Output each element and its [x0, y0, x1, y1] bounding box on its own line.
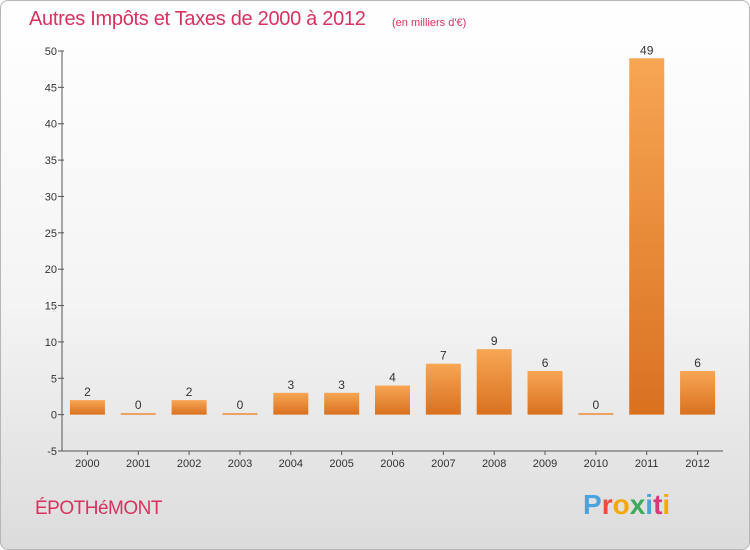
logo-letter: o [612, 489, 630, 520]
logo-letter: x [629, 489, 646, 520]
x-tick-label: 2001 [126, 458, 150, 470]
y-tick-label: 30 [45, 191, 57, 203]
commune-name: ÉPOTHéMONT [35, 498, 162, 519]
value-label: 3 [338, 378, 345, 392]
value-label: 6 [542, 356, 549, 370]
y-tick-label: 45 [45, 82, 57, 94]
bar-2000 [69, 400, 105, 415]
bar-2005 [324, 392, 360, 415]
value-label: 9 [491, 334, 498, 348]
y-tick-label: -5 [47, 446, 57, 458]
value-label: 0 [237, 398, 244, 412]
bar-2004 [273, 392, 309, 415]
x-tick-label: 2004 [279, 458, 303, 470]
y-tick-label: 15 [45, 301, 57, 313]
bar-2001 [120, 413, 156, 415]
x-tick-label: 2011 [635, 458, 659, 470]
bar-2008 [476, 349, 512, 415]
bar-2006 [375, 385, 410, 415]
value-label: 2 [186, 385, 193, 399]
y-tick-label: 20 [45, 264, 57, 276]
value-label: 0 [593, 398, 600, 412]
y-tick-label: 5 [51, 373, 57, 385]
value-label: 2 [84, 385, 91, 399]
y-tick-label: 40 [45, 119, 57, 131]
chart-title: Autres Impôts et Taxes de 2000 à 2012 [29, 8, 366, 30]
value-label: 6 [694, 356, 701, 370]
logo-letter: i [645, 489, 654, 520]
bar-2012 [680, 371, 716, 415]
logo-letter: r [601, 489, 613, 520]
bar-2003 [222, 413, 258, 415]
value-label: 3 [287, 378, 294, 392]
bar-2002 [171, 400, 207, 415]
y-tick-label: 50 [45, 46, 57, 58]
logo-letter: i [662, 489, 671, 520]
y-tick-label: 0 [51, 410, 57, 422]
proxiti-logo: Proxiti [583, 489, 670, 521]
x-tick-label: 2003 [228, 458, 252, 470]
x-tick-label: 2012 [685, 458, 709, 470]
x-tick-label: 2009 [533, 458, 557, 470]
value-label: 0 [135, 398, 142, 412]
logo-letter: t [653, 489, 663, 520]
x-tick-label: 2002 [177, 458, 201, 470]
value-label: 49 [640, 43, 654, 57]
value-label: 7 [440, 349, 447, 363]
y-tick-label: 25 [45, 228, 57, 240]
bar-2007 [425, 363, 461, 415]
x-tick-label: 2010 [584, 458, 608, 470]
x-tick-label: 2007 [431, 458, 455, 470]
y-tick-label: 10 [45, 337, 57, 349]
chart-subtitle: (en milliers d'€) [392, 17, 467, 29]
logo-letter: P [583, 489, 602, 520]
x-tick-label: 2006 [380, 458, 404, 470]
y-tick-label: 35 [45, 155, 57, 167]
x-tick-label: 2005 [329, 458, 353, 470]
value-label: 4 [389, 371, 396, 385]
x-tick-label: 2000 [75, 458, 99, 470]
bar-2010 [578, 413, 614, 415]
x-tick-label: 2008 [482, 458, 506, 470]
bar-2011 [629, 58, 665, 415]
bar-2009 [527, 371, 563, 415]
